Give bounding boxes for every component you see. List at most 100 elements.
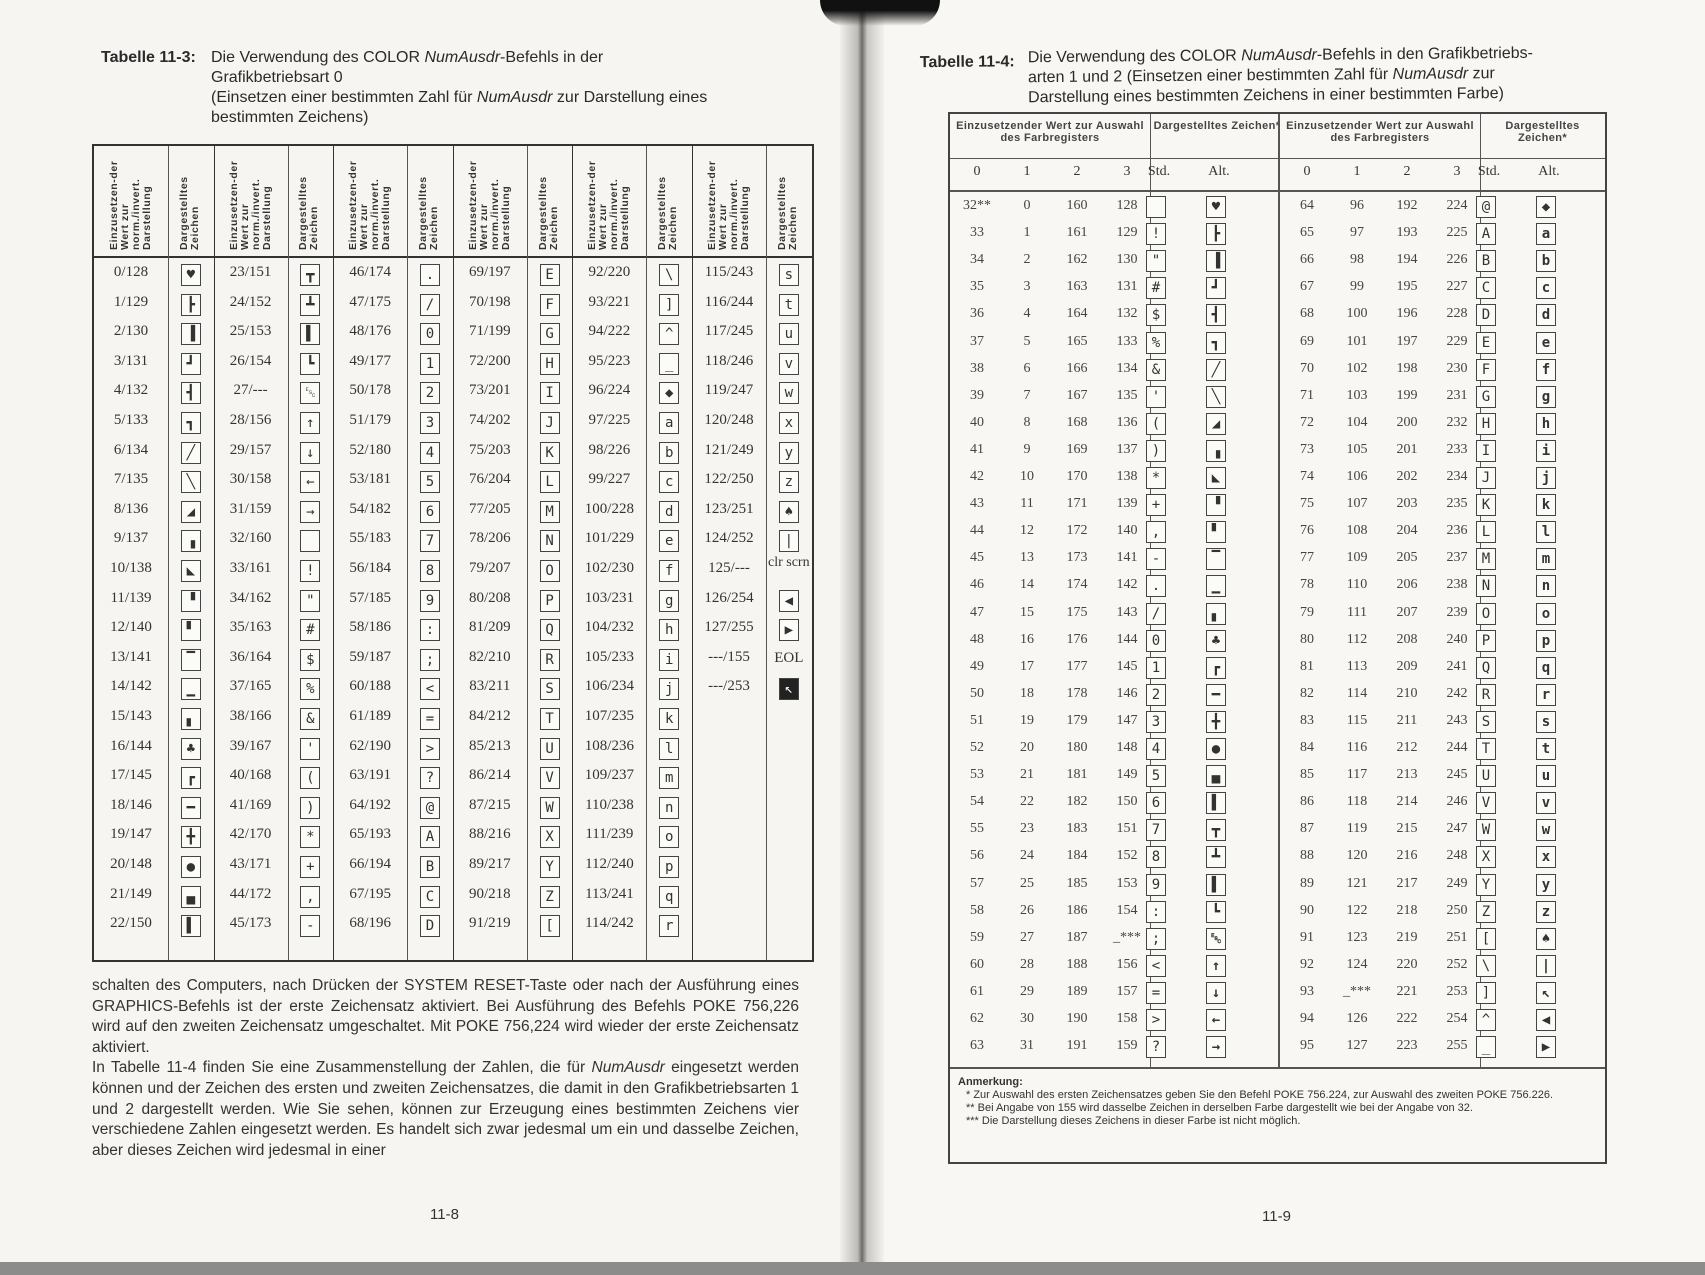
glyph-cell: ● bbox=[180, 856, 201, 878]
value-cell: 196 bbox=[1396, 306, 1418, 322]
value-cell: 182 bbox=[1066, 794, 1088, 810]
header-cell: Einzusetzen-der Wert zur norm./invert. D… bbox=[94, 146, 168, 256]
glyph-cell: : bbox=[420, 619, 440, 642]
glyph-std: M bbox=[1476, 548, 1496, 571]
value-cell: 141 bbox=[1116, 550, 1138, 566]
value-cell: 104/232 bbox=[584, 619, 634, 636]
glyph-alt: y bbox=[1536, 873, 1556, 896]
glyph-cell: P bbox=[539, 589, 560, 612]
value-cell: 4/132 bbox=[113, 382, 149, 399]
value-cell: 162 bbox=[1066, 252, 1088, 268]
value-cell: 4 bbox=[1023, 306, 1031, 322]
glyph-std bbox=[1146, 196, 1166, 218]
glyph-std: ( bbox=[1146, 412, 1166, 435]
value-cell: 160 bbox=[1066, 198, 1088, 213]
value-cell: 64 bbox=[1300, 198, 1314, 213]
note: *** Die Darstellung dieses Zeichens in d… bbox=[966, 1115, 1301, 1127]
value-cell: 206 bbox=[1396, 577, 1418, 593]
value-cell: 179 bbox=[1066, 712, 1088, 728]
column-divider bbox=[333, 146, 335, 960]
value-cell: 107 bbox=[1346, 496, 1368, 512]
glyph-alt: w bbox=[1536, 819, 1556, 842]
value-cell: 45/173 bbox=[229, 915, 272, 932]
glyph-cell: h bbox=[659, 619, 680, 642]
value-cell: 183 bbox=[1066, 821, 1088, 837]
glyph-cell: S bbox=[539, 678, 560, 701]
glyph-std: 1 bbox=[1146, 656, 1166, 679]
value-cell: 99/227 bbox=[588, 471, 631, 488]
glyph-cell: e bbox=[659, 530, 680, 553]
value-cell: 103 bbox=[1346, 387, 1368, 403]
glyph-alt: ━ bbox=[1206, 683, 1226, 706]
value-cell: 71/199 bbox=[468, 323, 511, 340]
value-cell: 26 bbox=[1020, 902, 1034, 918]
value-cell: 143 bbox=[1116, 604, 1138, 620]
value-cell: 58/186 bbox=[349, 619, 392, 636]
glyph-std: : bbox=[1146, 900, 1166, 923]
value-cell: 81/209 bbox=[468, 619, 511, 636]
glyph-cell: ┓ bbox=[180, 412, 201, 434]
value-cell: 213 bbox=[1396, 767, 1418, 783]
glyph-alt: ♥ bbox=[1206, 196, 1226, 218]
glyph-std: O bbox=[1476, 602, 1496, 625]
header-cell: Dargestelltes Zeichen bbox=[407, 146, 453, 256]
value-cell: 87/215 bbox=[468, 796, 511, 813]
value-cell: 65 bbox=[1300, 225, 1314, 241]
header-cell: Dargestelltes Zeichen bbox=[288, 146, 334, 256]
glyph-cell: ▔ bbox=[180, 648, 201, 671]
glyph-std: + bbox=[1146, 494, 1166, 517]
value-cell: 44 bbox=[970, 523, 984, 539]
header-value-label: Einzusetzen-der Wert zur norm./invert. D… bbox=[586, 160, 632, 250]
scan-edge bbox=[0, 1262, 1705, 1275]
value-cell: 237 bbox=[1446, 550, 1468, 566]
glyph-cell: ▌ bbox=[180, 915, 201, 938]
value-cell: 171 bbox=[1066, 496, 1088, 512]
value-cell: 41 bbox=[970, 441, 984, 457]
value-cell: 236 bbox=[1446, 523, 1468, 539]
value-cell: 92/220 bbox=[588, 264, 631, 280]
header-value-label: Einzusetzen-der Wert zur norm./invert. D… bbox=[706, 160, 751, 250]
value-cell: 114 bbox=[1346, 685, 1368, 701]
sub-header: Std. bbox=[1477, 164, 1501, 179]
value-cell: 148 bbox=[1116, 740, 1138, 755]
value-cell: 26/154 bbox=[229, 352, 272, 369]
value-cell: 108 bbox=[1346, 523, 1368, 539]
value-cell: 20/148 bbox=[110, 856, 152, 872]
value-cell: 99 bbox=[1350, 279, 1364, 295]
value-cell: 30/158 bbox=[229, 471, 272, 488]
glyph-cell: X bbox=[539, 826, 560, 849]
header-glyph-label: Dargestelltes Zeichen bbox=[416, 176, 440, 250]
value-cell: 43/171 bbox=[229, 856, 272, 872]
value-cell: 151 bbox=[1116, 821, 1138, 837]
glyph-cell: H bbox=[539, 352, 560, 375]
value-cell: 204 bbox=[1396, 523, 1418, 539]
value-cell: 52/180 bbox=[349, 441, 392, 458]
value-cell: 73 bbox=[1300, 441, 1314, 457]
value-cell: 21/149 bbox=[110, 885, 152, 902]
note: * Zur Auswahl des ersten Zeichensatzes g… bbox=[966, 1089, 1554, 1101]
value-cell: 194 bbox=[1396, 252, 1418, 268]
value-cell: 90 bbox=[1300, 902, 1314, 918]
header-cell: Einzusetzen-der Wert zur norm./invert. D… bbox=[572, 146, 646, 256]
value-cell: 211 bbox=[1396, 712, 1418, 728]
value-cell: 100 bbox=[1346, 306, 1368, 322]
glyph-label: EOL bbox=[774, 649, 804, 666]
value-cell: 75/203 bbox=[468, 441, 511, 458]
value-cell: 61 bbox=[970, 983, 984, 999]
value-cell: 72/200 bbox=[468, 352, 511, 369]
glyph-cell: a bbox=[659, 412, 680, 434]
glyph-cell: ╲ bbox=[180, 471, 201, 494]
value-cell: 98 bbox=[1350, 252, 1364, 268]
glyph-cell: ▝ bbox=[180, 589, 201, 612]
value-cell: 101 bbox=[1346, 333, 1368, 349]
value-cell: 36 bbox=[970, 306, 984, 322]
caption-label: Tabelle 11-4: bbox=[919, 53, 1015, 72]
value-cell: 23 bbox=[1020, 821, 1034, 837]
value-cell: 242 bbox=[1446, 685, 1468, 701]
glyph-label: clr scrn bbox=[768, 555, 810, 570]
value-cell: 200 bbox=[1396, 414, 1418, 430]
value-cell: 32** bbox=[963, 198, 991, 213]
glyph-cell: / bbox=[420, 293, 440, 316]
glyph-alt: n bbox=[1536, 575, 1556, 598]
value-cell: 158 bbox=[1116, 1011, 1138, 1026]
